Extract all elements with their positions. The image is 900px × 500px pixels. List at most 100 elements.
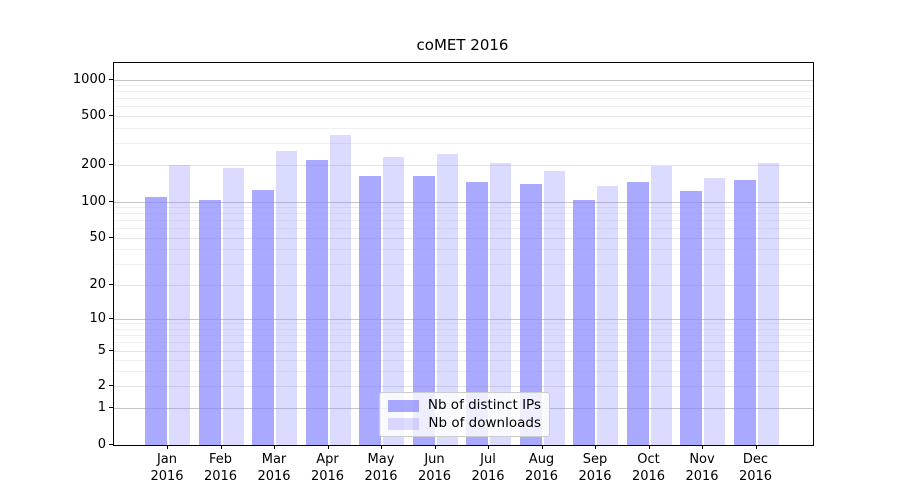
bar-nb-of-downloads-feb — [222, 167, 244, 445]
gridline-major — [114, 79, 813, 81]
gridline-minor — [114, 359, 813, 361]
legend-label-downloads: Nb of downloads — [428, 415, 541, 431]
gridline-major — [114, 116, 813, 117]
y-tick-label-100: 100 — [81, 193, 106, 209]
y-tick-mark — [109, 385, 113, 386]
bar-nb-of-downloads-mar — [276, 150, 297, 445]
x-tick-mark — [488, 445, 489, 449]
gridline-minor — [114, 263, 813, 265]
y-tick-label-5: 5 — [97, 343, 106, 358]
y-tick-mark — [109, 200, 113, 202]
y-tick-label-200: 200 — [81, 156, 106, 172]
y-tick-mark — [109, 237, 113, 238]
gridline-major — [114, 164, 813, 166]
bar-nb-of-downloads-may — [383, 157, 404, 445]
bar-nb-of-distinct-ips-aug — [519, 184, 542, 445]
bar-nb-of-distinct-ips-jun — [412, 176, 435, 445]
gridline-minor — [114, 342, 813, 344]
gridline-minor — [114, 228, 813, 230]
gridline-minor — [114, 207, 813, 209]
y-tick-label-20: 20 — [89, 276, 106, 292]
gridline-minor — [114, 85, 813, 87]
bar-nb-of-distinct-ips-dec — [733, 180, 756, 445]
bar-nb-of-downloads-nov — [704, 177, 725, 445]
x-tick-mark — [274, 445, 275, 449]
y-tick-label-1: 1 — [97, 399, 106, 415]
bar-nb-of-downloads-sep — [597, 185, 618, 445]
x-tick-mark — [381, 445, 382, 449]
x-tick-label-sep: Sep 2016 — [578, 452, 612, 484]
x-tick-mark — [167, 445, 168, 449]
gridline-minor — [114, 249, 813, 251]
x-tick-label-dec: Dec 2016 — [738, 452, 773, 484]
legend-entry-distinct-ips: Nb of distinct IPs — [386, 398, 541, 413]
y-tick-mark — [109, 283, 113, 285]
gridline-minor — [114, 370, 813, 372]
gridline-major — [114, 201, 813, 203]
legend-label-distinct-ips: Nb of distinct IPs — [427, 397, 541, 413]
gridline-major — [114, 351, 813, 352]
gridline-minor — [114, 91, 813, 93]
x-tick-mark — [648, 445, 650, 449]
y-tick-label-500: 500 — [81, 108, 106, 123]
gridline-minor — [114, 335, 813, 337]
x-tick-label-jun: Jun 2016 — [417, 452, 452, 484]
legend: Nb of distinct IPs Nb of downloads — [379, 392, 550, 437]
x-tick-label-may: May 2016 — [364, 452, 398, 484]
y-tick-label-1000: 1000 — [72, 71, 106, 87]
bar-nb-of-distinct-ips-sep — [573, 200, 595, 445]
bar-nb-of-distinct-ips-mar — [252, 190, 274, 445]
gridline-major — [114, 318, 813, 320]
gridline-major — [114, 386, 813, 387]
gridline-minor — [114, 143, 813, 145]
y-tick-label-50: 50 — [89, 230, 106, 245]
y-tick-label-0: 0 — [97, 436, 106, 452]
bar-nb-of-distinct-ips-may — [359, 176, 381, 445]
plot-area: Nb of distinct IPs Nb of downloads — [113, 62, 814, 446]
bar-nb-of-downloads-jun — [436, 153, 458, 445]
y-tick-mark — [109, 350, 113, 351]
bar-nb-of-distinct-ips-apr — [305, 159, 328, 445]
x-tick-label-aug: Aug 2016 — [524, 452, 559, 484]
y-tick-mark — [109, 443, 113, 445]
bar-nb-of-downloads-jan — [169, 165, 190, 445]
bar-nb-of-distinct-ips-feb — [198, 200, 221, 445]
y-tick-label-10: 10 — [89, 310, 106, 326]
y-tick-mark — [109, 317, 113, 319]
gridline-minor — [114, 220, 813, 222]
bar-nb-of-distinct-ips-jan — [145, 196, 167, 445]
bar-nb-of-downloads-apr — [329, 135, 351, 445]
x-tick-mark — [755, 445, 757, 449]
y-tick-mark — [109, 115, 113, 116]
x-tick-mark — [702, 445, 703, 449]
bar-nb-of-downloads-aug — [543, 171, 565, 445]
gridline-minor — [114, 323, 813, 325]
chart-title: coMET 2016 — [416, 36, 509, 54]
bar-nb-of-downloads-oct — [650, 165, 672, 445]
bar-nb-of-distinct-ips-nov — [680, 190, 702, 445]
x-tick-mark — [220, 445, 222, 449]
x-tick-label-apr: Apr 2016 — [310, 452, 345, 484]
x-tick-label-jul: Jul 2016 — [471, 452, 505, 484]
gridline-minor — [114, 106, 813, 108]
gridline-major — [114, 284, 813, 286]
x-tick-label-jan: Jan 2016 — [150, 452, 184, 484]
y-tick-mark — [109, 163, 113, 165]
x-tick-mark — [541, 445, 543, 449]
x-tick-label-feb: Feb 2016 — [203, 452, 238, 484]
x-tick-mark — [595, 445, 596, 449]
legend-entry-downloads: Nb of downloads — [386, 416, 541, 431]
gridline-major — [114, 238, 813, 239]
gridline-minor — [114, 98, 813, 100]
x-tick-mark — [327, 445, 329, 449]
bar-nb-of-distinct-ips-oct — [626, 182, 649, 445]
x-tick-label-nov: Nov 2016 — [685, 452, 719, 484]
y-tick-mark — [109, 78, 113, 80]
bar-nb-of-downloads-dec — [757, 163, 779, 445]
bar-nb-of-distinct-ips-jul — [466, 182, 488, 445]
x-tick-label-oct: Oct 2016 — [631, 452, 666, 484]
gridline-minor — [114, 213, 813, 215]
y-tick-mark — [109, 406, 113, 408]
x-tick-label-mar: Mar 2016 — [257, 452, 291, 484]
